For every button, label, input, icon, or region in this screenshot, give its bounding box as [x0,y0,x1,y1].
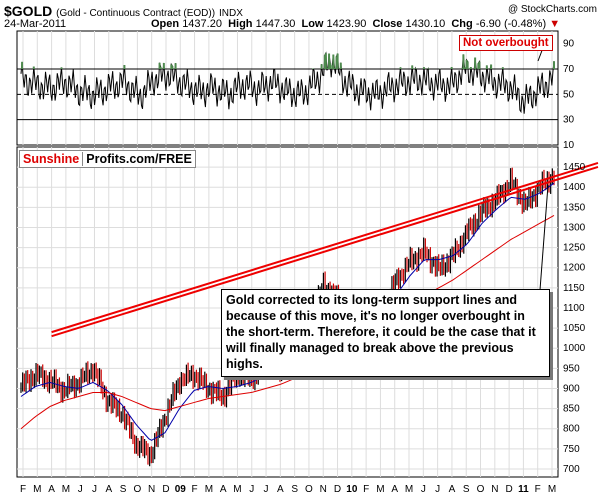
x-tick-label: F [535,484,541,495]
price-tick-label: 1050 [563,323,586,334]
header-date: 24-Mar-2011 [4,18,67,30]
support-line [51,166,599,338]
x-tick-label: A [48,484,55,495]
header-description: (Gold - Continuous Contract (EOD)) [56,8,216,19]
x-tick-label: O [477,484,485,495]
x-tick-label: M [62,484,70,495]
annotation-arrow [539,185,549,291]
price-tick-label: 700 [563,464,580,475]
rsi-tick-label: 50 [563,89,575,100]
x-tick-label: M [33,484,41,495]
not-overbought-badge: Not overbought [459,35,553,51]
x-tick-label: N [491,484,498,495]
header-exchange: INDX [218,8,243,19]
x-tick-label: J [264,484,269,495]
x-tick-label: M [205,484,213,495]
brand-badge: Sunshine Profits.com/FREE [19,150,196,168]
x-tick-label: 11 [518,484,529,495]
brand-part1: Sunshine [20,152,84,166]
x-tick-label: F [192,484,198,495]
price-tick-label: 1300 [563,222,586,233]
price-tick-label: 1250 [563,243,586,254]
x-tick-label: M [405,484,413,495]
x-tick-label: A [391,484,398,495]
x-tick-label: S [120,484,127,495]
brand-part2: Profits.com/FREE [86,152,192,166]
price-tick-label: 1450 [563,162,586,173]
x-tick-label: J [92,484,97,495]
header-symbol: $GOLD [4,3,53,19]
price-series [20,161,599,467]
x-tick-label: A [105,484,112,495]
header-symbol-line: $GOLD (Gold - Continuous Contract (EOD))… [4,3,243,19]
x-tick-label: A [277,484,284,495]
rsi-tick-label: 70 [563,64,575,75]
x-tick-label: A [220,484,227,495]
chg-down-icon: ▼ [549,18,561,30]
price-tick-label: 950 [563,363,580,374]
x-tick-label: D [334,484,341,495]
price-tick-label: 1150 [563,283,585,294]
x-tick-label: D [505,484,512,495]
watermark: @ StockCharts.com [507,4,597,15]
price-tick-label: 900 [563,383,580,394]
x-tick-label: J [78,484,83,495]
price-tick-label: 850 [563,404,580,415]
price-tick-label: 800 [563,424,580,435]
x-tick-label: F [20,484,26,495]
x-tick-label: S [291,484,298,495]
x-tick-label: 10 [346,484,358,495]
x-tick-label: O [133,484,141,495]
x-tick-label: D [162,484,169,495]
rsi-tick-label: 90 [563,39,575,50]
x-tick-label: J [421,484,426,495]
support-line [51,161,599,334]
x-tick-label: S [463,484,470,495]
x-tick-label: M [376,484,384,495]
price-tick-label: 1200 [563,263,586,274]
x-tick-label: A [449,484,456,495]
price-tick-label: 1100 [563,303,585,314]
x-tick-label: N [320,484,327,495]
header-quote: Open 1437.20 High 1447.30 Low 1423.90 Cl… [151,18,561,30]
rsi-tick-label: 30 [563,115,575,126]
rsi-line [20,51,555,114]
sma-long-line [20,214,555,430]
x-tick-label: J [249,484,254,495]
x-tick-label: F [363,484,369,495]
x-tick-label: M [233,484,241,495]
x-tick-label: N [148,484,155,495]
annotation-note: Gold corrected to its long-term support … [221,289,550,377]
x-tick-label: O [305,484,313,495]
price-tick-label: 750 [563,444,580,455]
x-tick-label: J [435,484,440,495]
axes: F M A M J J A S O N D 09 F M A M J J A S O N D 10 F M A M J J A S O N D 11 F… [20,39,586,495]
price-tick-label: 1350 [563,202,586,213]
x-tick-label: 09 [175,484,187,495]
x-tick-label: M [548,484,556,495]
rsi-tick-label: 10 [563,140,575,151]
price-tick-label: 1000 [563,343,586,354]
price-tick-label: 1400 [563,182,586,193]
